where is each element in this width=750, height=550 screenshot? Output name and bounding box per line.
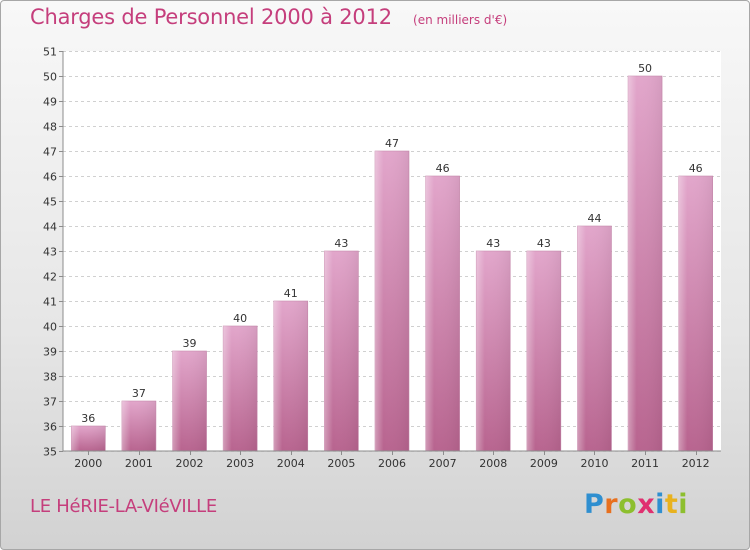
bar-highlight: [324, 251, 359, 451]
y-tick-label: 42: [43, 271, 57, 284]
chart-subtitle: (en milliers d'€): [413, 13, 508, 27]
y-tick-label: 46: [43, 171, 57, 184]
bar-highlight: [628, 76, 663, 451]
brand-letter: r: [604, 489, 619, 520]
bars: [71, 75, 713, 452]
value-label: 39: [183, 337, 197, 350]
value-label: 43: [334, 237, 348, 250]
x-tick-label: 2006: [378, 457, 406, 470]
bar-highlight: [678, 176, 713, 451]
y-tick-label: 51: [43, 46, 57, 59]
brand-letter: P: [584, 489, 605, 520]
x-tick-label: 2000: [74, 457, 102, 470]
value-label: 46: [436, 162, 450, 175]
x-tick-label: 2002: [176, 457, 204, 470]
y-axis-ticks: 35 36 37 38 39 40 41 42 43 44 45 46 47 48 49 50 51: [43, 46, 63, 459]
bar-highlight: [476, 251, 511, 451]
bar-highlight: [223, 326, 258, 451]
value-label: 44: [587, 212, 601, 225]
value-label: 47: [385, 137, 399, 150]
title-row: Charges de Personnel 2000 à 2012 (en mil…: [30, 5, 507, 29]
y-tick-label: 43: [43, 246, 57, 259]
bar-highlight: [577, 226, 612, 451]
value-label: 40: [233, 312, 247, 325]
y-tick-label: 44: [43, 221, 57, 234]
chart-title: Charges de Personnel 2000 à 2012: [30, 5, 392, 29]
x-tick-label: 2003: [226, 457, 254, 470]
x-tick-label: 2012: [682, 457, 710, 470]
y-tick-label: 45: [43, 196, 57, 209]
bar-highlight: [425, 176, 460, 451]
brand-letter: x: [637, 489, 656, 520]
x-tick-label: 2001: [125, 457, 153, 470]
x-axis-ticks: 2000 2001 2002 2003 2004 2005 2006 2007 2008 2009…: [74, 451, 710, 470]
x-tick-label: 2011: [631, 457, 659, 470]
x-tick-label: 2010: [580, 457, 608, 470]
value-label: 43: [537, 237, 551, 250]
brand-logo: Proxiti: [584, 489, 688, 520]
y-tick-label: 35: [43, 446, 57, 459]
x-tick-label: 2009: [530, 457, 558, 470]
bar-highlight: [172, 351, 207, 451]
bar-highlight: [71, 426, 106, 451]
x-tick-label: 2007: [429, 457, 457, 470]
y-tick-label: 40: [43, 321, 57, 334]
bar-highlight: [375, 151, 409, 451]
y-tick-label: 48: [43, 121, 57, 134]
x-tick-label: 2008: [479, 457, 507, 470]
value-label: 41: [284, 287, 298, 300]
y-tick-label: 41: [43, 296, 57, 309]
bar-highlight: [121, 401, 156, 451]
y-tick-label: 49: [43, 96, 57, 109]
value-label: 36: [81, 412, 95, 425]
value-label: 46: [689, 162, 703, 175]
brand-letter: i: [678, 489, 689, 520]
y-tick-label: 39: [43, 346, 57, 359]
y-tick-label: 50: [43, 71, 57, 84]
y-tick-label: 38: [43, 371, 57, 384]
value-label: 43: [486, 237, 500, 250]
x-tick-label: 2005: [327, 457, 355, 470]
value-labels: 36 37 39 40 41 43 47 46 43 43 44 50 46: [81, 62, 702, 425]
bar-highlight: [273, 301, 308, 451]
brand-letter: i: [655, 489, 665, 520]
commune-name: LE HéRIE-LA-VIéVILLE: [30, 496, 217, 517]
brand-letter: o: [618, 489, 638, 520]
y-tick-label: 37: [43, 396, 57, 409]
brand-letter: t: [664, 489, 679, 520]
value-label: 37: [132, 387, 146, 400]
value-label: 50: [638, 62, 652, 75]
y-tick-label: 47: [43, 146, 57, 159]
y-tick-label: 36: [43, 421, 57, 434]
x-tick-label: 2004: [277, 457, 305, 470]
bar-highlight: [526, 251, 561, 451]
